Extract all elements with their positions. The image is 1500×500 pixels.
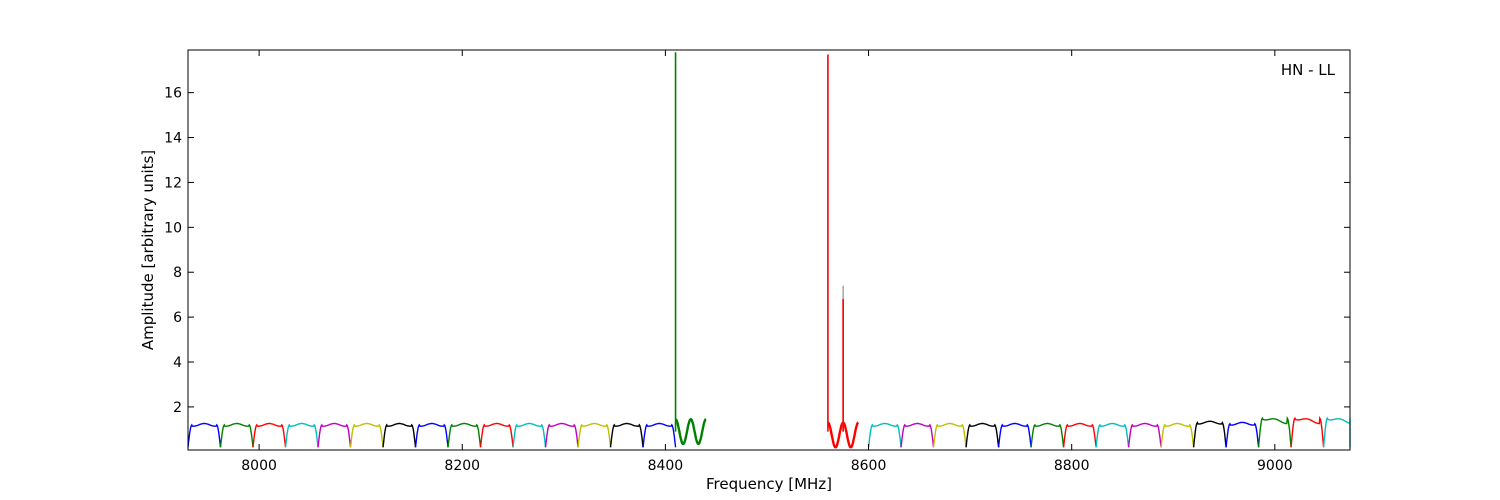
channel-line xyxy=(900,422,935,448)
channel-line xyxy=(349,422,384,448)
channel-line xyxy=(187,422,222,448)
channel-line xyxy=(544,422,579,448)
y-tick-label: 16 xyxy=(164,86,182,102)
x-tick-label: 8600 xyxy=(851,458,887,474)
x-axis: 8000 8200 8400 8600 8800 9000 xyxy=(241,50,1293,474)
y-tick-label: 2 xyxy=(173,400,182,416)
series-layer xyxy=(187,415,1351,449)
channel-line xyxy=(512,422,547,448)
channel-line xyxy=(252,422,287,448)
plot-frame xyxy=(187,49,1351,451)
channel-line xyxy=(1322,416,1351,448)
channel-line xyxy=(1160,422,1195,448)
channel-line xyxy=(1062,422,1097,448)
channel-line xyxy=(609,422,644,448)
channel-line xyxy=(219,422,254,448)
channel-line xyxy=(965,422,1000,448)
channel-line xyxy=(317,422,352,448)
channel-line xyxy=(414,422,449,448)
channel-line xyxy=(284,422,319,448)
y-tick-label: 8 xyxy=(173,265,182,281)
channel-line xyxy=(479,422,514,448)
x-tick-label: 8400 xyxy=(648,458,684,474)
channel-line xyxy=(382,422,417,448)
channel-line xyxy=(1257,415,1292,448)
channel-line xyxy=(932,422,967,448)
y-axis: 2 4 6 8 10 12 14 16 xyxy=(164,86,1350,416)
channel-line xyxy=(577,422,612,448)
ripple-line xyxy=(674,417,707,446)
channel-line xyxy=(1127,422,1162,448)
channel-line xyxy=(1095,422,1130,448)
chart-annotation: HN - LL xyxy=(1281,61,1336,79)
channel-line xyxy=(997,422,1032,448)
y-tick-label: 10 xyxy=(164,220,182,236)
x-tick-label: 8800 xyxy=(1054,458,1090,474)
channel-line xyxy=(1030,422,1065,448)
x-tick-label: 9000 xyxy=(1257,458,1293,474)
y-tick-label: 6 xyxy=(173,310,182,326)
y-axis-label: Amplitude [arbitrary units] xyxy=(139,150,157,350)
peak-layer xyxy=(674,52,844,432)
channel-line xyxy=(642,422,677,448)
y-tick-label: 14 xyxy=(164,131,182,147)
x-axis-label: Frequency [MHz] xyxy=(706,475,832,493)
channel-line xyxy=(1225,421,1260,448)
x-tick-label: 8000 xyxy=(241,458,277,474)
channel-line xyxy=(447,422,482,448)
channel-line xyxy=(1192,420,1227,448)
y-tick-label: 4 xyxy=(173,355,182,371)
channel-line xyxy=(867,422,902,448)
channel-line xyxy=(1290,415,1325,448)
x-tick-label: 8200 xyxy=(444,458,480,474)
y-tick-label: 12 xyxy=(164,175,182,191)
